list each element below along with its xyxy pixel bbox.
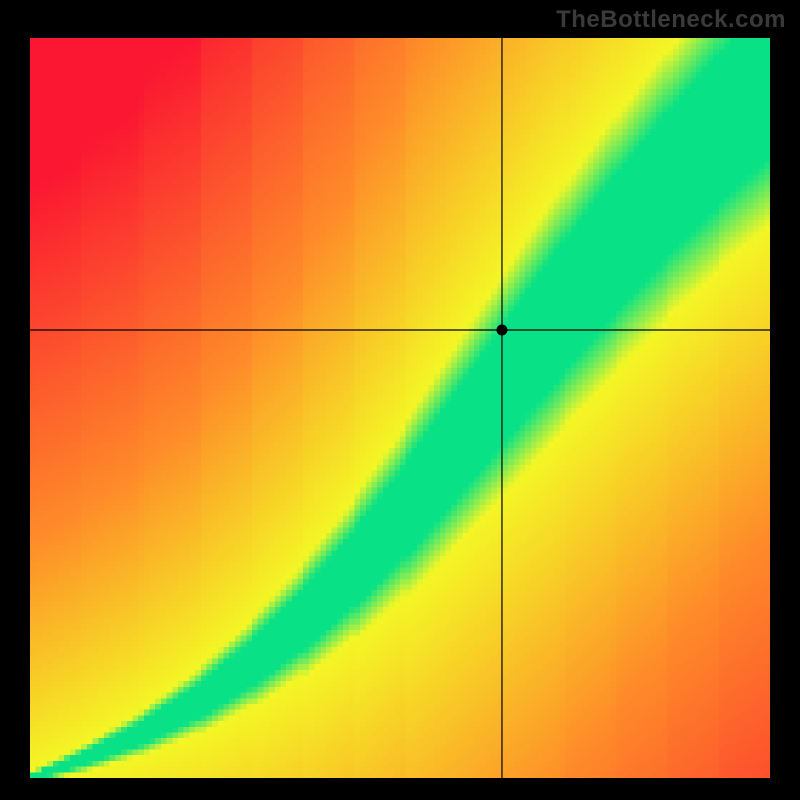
watermark-text: TheBottleneck.com xyxy=(556,6,786,34)
crosshair-marker xyxy=(496,325,507,336)
overlay-svg xyxy=(30,38,770,778)
plot-area xyxy=(30,38,770,778)
chart-container: TheBottleneck.com xyxy=(0,0,800,800)
